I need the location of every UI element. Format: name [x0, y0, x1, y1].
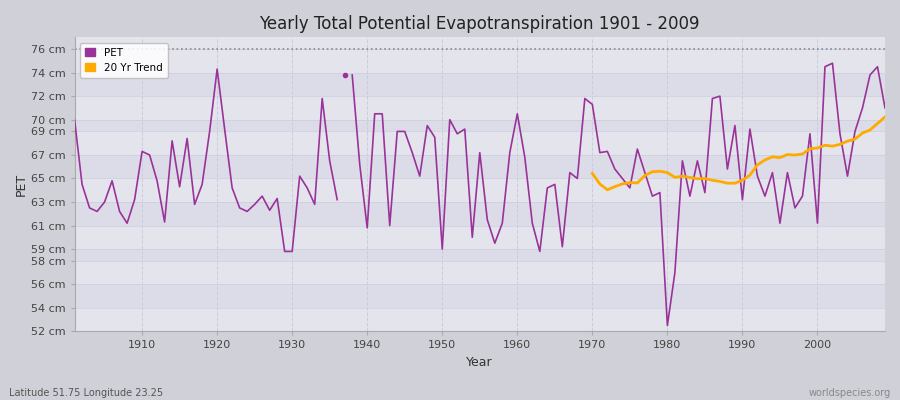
Bar [75, 284, 885, 308]
Y-axis label: PET: PET [15, 173, 28, 196]
Text: Latitude 51.75 Longitude 23.25: Latitude 51.75 Longitude 23.25 [9, 388, 163, 398]
Bar [75, 226, 885, 249]
Bar [75, 49, 885, 73]
Bar [75, 120, 885, 132]
Bar [75, 261, 885, 284]
Bar [75, 308, 885, 332]
Bar [75, 249, 885, 261]
Bar [75, 132, 885, 155]
X-axis label: Year: Year [466, 356, 493, 369]
Bar [75, 202, 885, 226]
Text: worldspecies.org: worldspecies.org [809, 388, 891, 398]
Title: Yearly Total Potential Evapotranspiration 1901 - 2009: Yearly Total Potential Evapotranspiratio… [259, 15, 700, 33]
Legend: PET, 20 Yr Trend: PET, 20 Yr Trend [80, 42, 167, 78]
Bar [75, 155, 885, 178]
Bar [75, 73, 885, 96]
Bar [75, 178, 885, 202]
Bar [75, 96, 885, 120]
